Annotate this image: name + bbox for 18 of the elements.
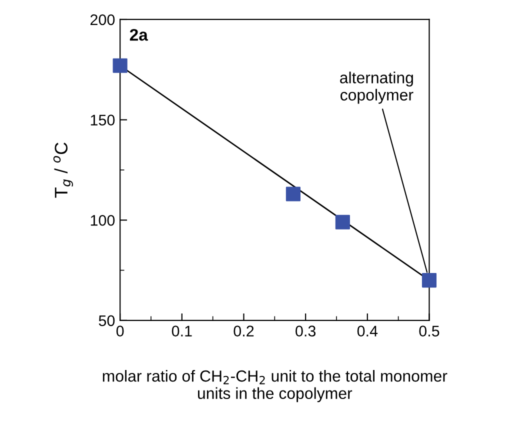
y-tick-label: 50	[98, 315, 115, 326]
x-tick-label: 0.2	[234, 326, 254, 337]
x-tick-label: 0	[116, 326, 124, 337]
y-tick-label: 100	[90, 214, 115, 226]
x-tick-label: 0.3	[296, 326, 316, 337]
y-tick-label: 150	[90, 114, 115, 126]
x-tick-label: 0.5	[419, 326, 440, 337]
x-tick-label: 0.1	[172, 326, 192, 337]
point	[112, 58, 128, 73]
y-tick-label: 200	[90, 14, 115, 26]
annotation: 2a	[130, 28, 148, 41]
point	[335, 214, 350, 230]
x-axis-title: molar ratio of CH$_{2}$-CH$_{2}$ unit to the total monomer units in the copolymer	[102, 370, 448, 402]
annotation: alternating copolymer	[340, 72, 414, 104]
point	[422, 273, 437, 288]
x-tick-label: 0.4	[357, 326, 378, 337]
point	[286, 186, 300, 202]
y-axis-title: T$_{g}$ / $^{o}$C	[53, 142, 73, 198]
